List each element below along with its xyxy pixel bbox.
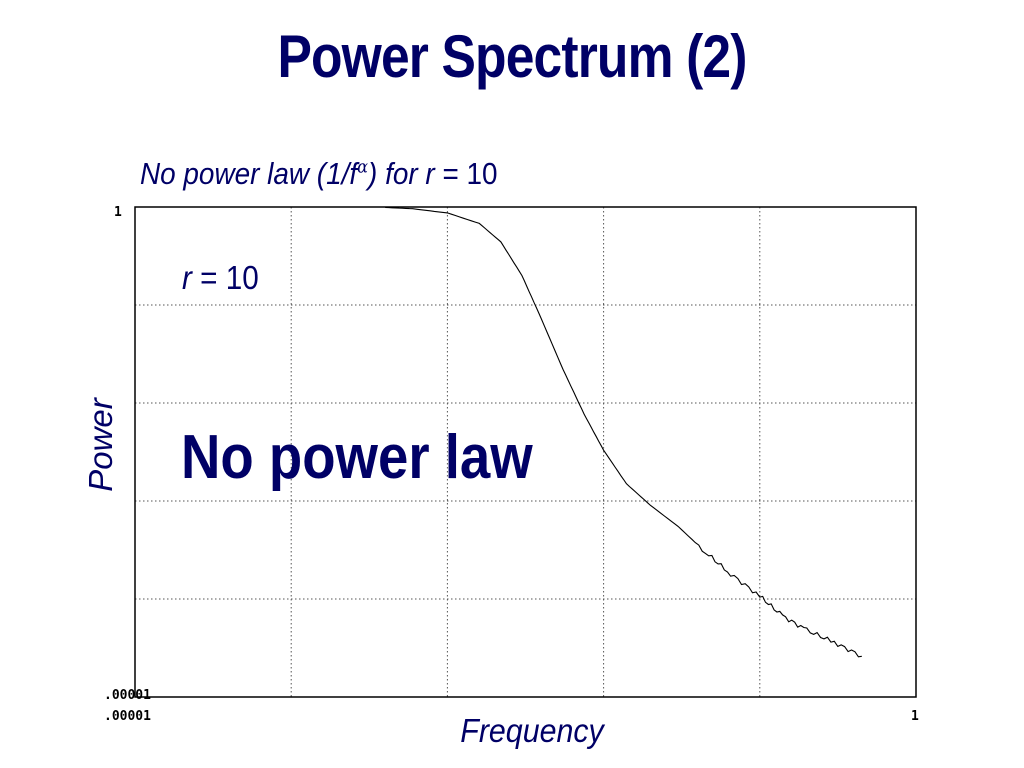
subtitle-mid: ) for bbox=[368, 156, 426, 191]
r-annotation: r = 10 bbox=[182, 259, 259, 297]
subtitle-alpha: α bbox=[357, 156, 369, 178]
subtitle-suffix: = 10 bbox=[434, 156, 498, 191]
no-power-law-annotation: No power law bbox=[181, 423, 533, 492]
r-annotation-symbol: r bbox=[182, 259, 192, 296]
series-line bbox=[385, 206, 862, 658]
plot-frame bbox=[134, 206, 917, 698]
slide-subtitle: No power law (1/fα) for r = 10 bbox=[140, 156, 498, 192]
x-axis-label: Frequency bbox=[460, 712, 604, 749]
y-tick-label-top: 1 bbox=[114, 205, 122, 220]
x-tick-label-right: 1 bbox=[911, 709, 919, 724]
y-tick-label-bottom: .00001 bbox=[104, 688, 151, 703]
chart-grid bbox=[135, 207, 916, 697]
r-annotation-value: = 10 bbox=[191, 259, 259, 296]
y-axis-label: Power bbox=[82, 398, 119, 492]
x-tick-label-left: .00001 bbox=[104, 709, 151, 724]
subtitle-r: r bbox=[425, 156, 435, 191]
slide-title: Power Spectrum (2) bbox=[277, 23, 747, 90]
subtitle-prefix: No power law (1/f bbox=[140, 156, 358, 191]
